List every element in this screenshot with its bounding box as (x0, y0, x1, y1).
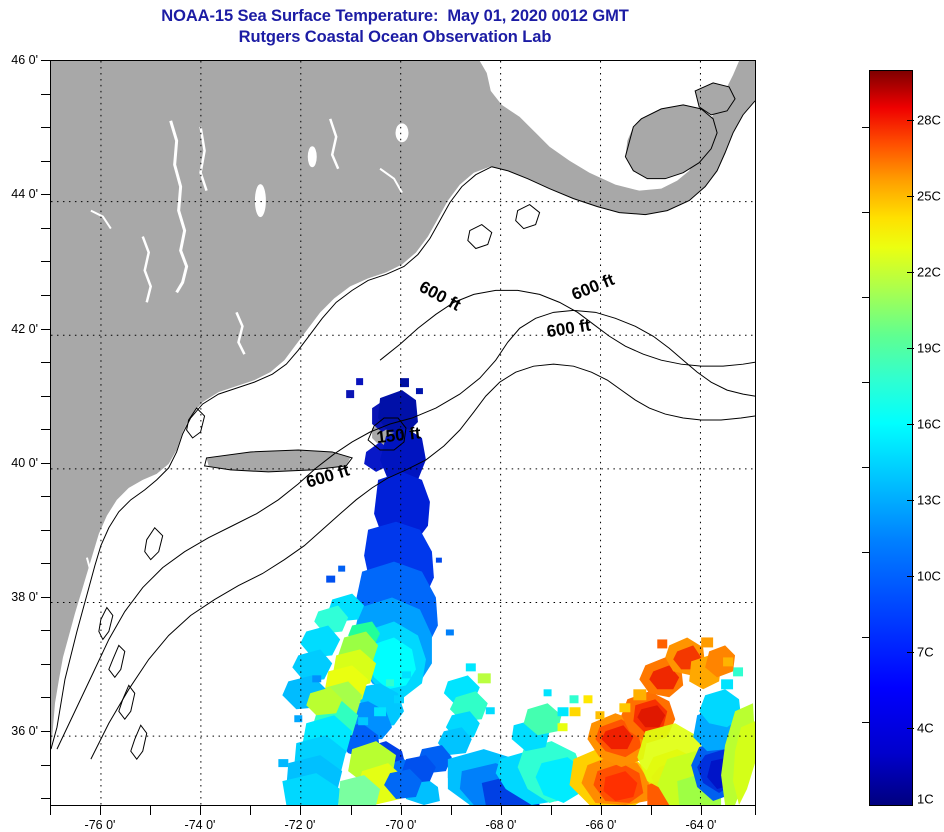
y-tick (41, 496, 50, 498)
y-axis-label: 40 0' (11, 456, 38, 470)
y-tick (41, 697, 50, 699)
cb-tick-f (862, 127, 869, 129)
x-tick (351, 806, 353, 815)
sst-map-canvas: 600 ft 600 ft 600 ft 150 ft 600 ft (51, 61, 755, 805)
colorbar-label-c: 25C (917, 188, 941, 204)
y-axis-label: 44 0' (11, 187, 38, 201)
y-tick (41, 396, 50, 398)
x-tick (551, 806, 553, 815)
cb-tick-c (907, 272, 914, 274)
x-axis-label: -68 0' (485, 818, 517, 832)
cb-tick-f (862, 297, 869, 299)
x-tick (200, 806, 202, 815)
y-axis-label: 36 0' (11, 724, 38, 738)
y-tick (41, 60, 50, 62)
cb-tick-f (862, 212, 869, 214)
contour-label-150ft: 150 ft (376, 423, 422, 447)
x-axis-label: -76 0' (84, 818, 116, 832)
x-axis-label: -64 0' (685, 818, 717, 832)
y-tick (41, 664, 50, 666)
inland-water (85, 118, 476, 620)
title-line-2: Rutgers Coastal Ocean Observation Lab (238, 28, 552, 46)
cb-tick-c (907, 728, 914, 730)
x-axis-label: -66 0' (585, 818, 617, 832)
cb-tick-f (862, 382, 869, 384)
y-tick (41, 362, 50, 364)
colorbar-label-c: 4C (917, 720, 934, 736)
y-axis-label: 38 0' (11, 590, 38, 604)
y-tick (41, 731, 50, 733)
x-axis-label: -70 0' (385, 818, 417, 832)
x-tick (701, 806, 703, 815)
y-tick (41, 798, 50, 800)
cb-tick-c (907, 500, 914, 502)
x-tick (401, 806, 403, 815)
cb-tick-f (862, 722, 869, 724)
map-plot-area[interactable]: 600 ft 600 ft 600 ft 150 ft 600 ft (50, 60, 756, 806)
colorbar-label-c: 16C (917, 416, 941, 432)
bathymetry-contours (51, 82, 755, 760)
y-tick (41, 463, 50, 465)
chart-title: NOAA-15 Sea Surface Temperature: May 01,… (0, 6, 790, 48)
y-tick (41, 765, 50, 767)
y-tick (41, 530, 50, 532)
colorbar-label-c: 13C (917, 492, 941, 508)
colorbar-label-c: 7C (917, 644, 934, 660)
y-tick (41, 329, 50, 331)
x-tick (300, 806, 302, 815)
y-tick (41, 161, 50, 163)
y-tick (41, 429, 50, 431)
cb-tick-c (907, 348, 914, 350)
map-gridlines (51, 61, 755, 805)
x-tick (150, 806, 152, 815)
y-tick (41, 630, 50, 632)
cb-tick-c (907, 120, 914, 122)
title-line-1: NOAA-15 Sea Surface Temperature: May 01,… (161, 7, 629, 25)
y-tick (41, 228, 50, 230)
y-tick (41, 94, 50, 96)
colorbar-label-c: 1C (917, 791, 934, 807)
x-tick (755, 806, 757, 815)
cb-tick-c (907, 576, 914, 578)
cb-tick-c (907, 652, 914, 654)
colorbar-label-c: 19C (917, 340, 941, 356)
x-tick (250, 806, 252, 815)
colorbar-label-c: 22C (917, 264, 941, 280)
colorbar-gradient (870, 71, 912, 805)
sst-right-edge-band (721, 703, 755, 805)
x-tick (451, 806, 453, 815)
colorbar-label-c: 10C (917, 568, 941, 584)
x-tick (50, 806, 52, 815)
colorbar-label-c: 28C (917, 112, 941, 128)
y-tick (41, 563, 50, 565)
cb-tick-c (907, 424, 914, 426)
x-tick (501, 806, 503, 815)
cb-tick-f (862, 552, 869, 554)
y-tick (41, 127, 50, 129)
y-tick (41, 597, 50, 599)
y-tick (41, 194, 50, 196)
y-tick (41, 295, 50, 297)
x-tick (601, 806, 603, 815)
cb-tick-f (862, 467, 869, 469)
y-axis-label: 46 0' (11, 53, 38, 67)
sst-gulf-stream-warm (557, 637, 746, 805)
x-tick (651, 806, 653, 815)
colorbar[interactable] (869, 70, 913, 806)
y-tick (41, 261, 50, 263)
y-axis-label: 42 0' (11, 322, 38, 336)
x-axis-label: -72 0' (284, 818, 316, 832)
x-axis-label: -74 0' (184, 818, 216, 832)
cb-tick-c (907, 196, 914, 198)
cb-tick-f (862, 637, 869, 639)
land-polygons (51, 61, 755, 750)
sst-mid-basin-patches (384, 663, 586, 805)
x-tick (100, 806, 102, 815)
